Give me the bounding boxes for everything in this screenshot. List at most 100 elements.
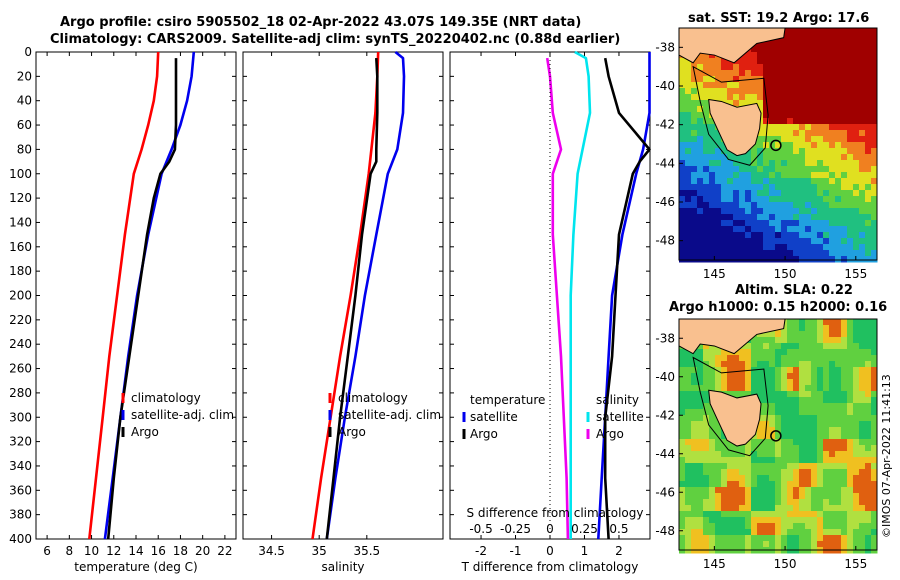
sst-pixel: [793, 232, 800, 239]
sst-pixel: [775, 94, 782, 101]
sla-pixel: [787, 367, 794, 374]
sla-pixel: [685, 409, 692, 416]
sla-pixel: [709, 541, 716, 548]
sla-pixel: [769, 463, 776, 470]
sst-pixel: [835, 106, 842, 113]
sst-pixel: [775, 40, 782, 47]
sla-pixel: [769, 499, 776, 506]
sla-pixel: [721, 529, 728, 536]
sst-pixel: [865, 148, 872, 155]
sla-pixel: [871, 361, 878, 368]
sla-pixel: [793, 325, 800, 332]
sst-pixel: [805, 178, 812, 185]
sla-pixel: [865, 487, 872, 494]
sst-pixel: [769, 82, 776, 89]
sst-pixel: [799, 118, 806, 125]
sst-pixel: [799, 202, 806, 209]
sla-pixel: [703, 493, 710, 500]
sst-pixel: [817, 220, 824, 227]
sst-pixel: [835, 118, 842, 125]
sla-pixel: [739, 355, 746, 362]
sla-pixel: [871, 451, 878, 458]
sst-pixel: [691, 220, 698, 227]
sst-pixel: [841, 148, 848, 155]
sla-pixel: [817, 403, 824, 410]
sst-pixel: [709, 202, 716, 209]
sst-pixel: [841, 154, 848, 161]
sst-pixel: [757, 178, 764, 185]
sla-pixel: [781, 361, 788, 368]
sst-pixel: [871, 208, 878, 215]
sst-pixel: [685, 82, 692, 89]
sst-pixel: [697, 142, 704, 149]
sla-pixel: [691, 415, 698, 422]
sst-pixel: [745, 232, 752, 239]
sla-pixel: [781, 493, 788, 500]
sla-pixel: [763, 535, 770, 542]
sla-pixel: [679, 355, 686, 362]
sst-pixel: [829, 118, 836, 125]
sla-pixel: [709, 415, 716, 422]
sst-pixel: [697, 112, 704, 119]
sst-pixel: [703, 196, 710, 203]
sla-pixel: [733, 511, 740, 518]
sla-pixel: [871, 343, 878, 350]
sla-pixel: [799, 499, 806, 506]
sla-map-frame: [678, 318, 878, 551]
sst-pixel: [817, 106, 824, 113]
sla-pixel: [715, 355, 722, 362]
sst-pixel: [715, 154, 722, 161]
sla-map-title: Altim. SLA: 0.22: [735, 283, 853, 298]
sla-pixel: [823, 391, 830, 398]
sla-pixel: [811, 409, 818, 416]
sla-pixel: [691, 469, 698, 476]
sst-pixel: [859, 250, 866, 257]
sst-pixel: [787, 232, 794, 239]
map-y-tick-label: -40: [655, 79, 675, 93]
sst-pixel: [703, 178, 710, 185]
sst-pixel: [817, 184, 824, 191]
sla-pixel: [709, 439, 716, 446]
sst-pixel: [727, 250, 734, 257]
sla-pixel: [769, 361, 776, 368]
sla-pixel: [787, 343, 794, 350]
x-tick-label: 0: [546, 544, 554, 558]
sst-pixel: [697, 124, 704, 131]
sla-pixel: [853, 379, 860, 386]
sst-pixel: [715, 172, 722, 179]
sla-pixel: [775, 379, 782, 386]
sst-pixel: [835, 142, 842, 149]
sla-pixel: [871, 421, 878, 428]
sst-pixel: [841, 88, 848, 95]
sst-pixel: [853, 172, 860, 179]
sst-pixel: [679, 184, 686, 191]
sla-pixel: [871, 487, 878, 494]
sst-pixel: [691, 148, 698, 155]
sla-pixel: [775, 505, 782, 512]
sst-pixel: [811, 28, 818, 35]
sla-pixel: [817, 439, 824, 446]
sst-pixel: [817, 166, 824, 173]
sla-pixel: [697, 499, 704, 506]
sst-pixel: [793, 34, 800, 41]
sst-pixel: [871, 130, 878, 137]
sla-pixel: [817, 373, 824, 380]
sla-pixel: [751, 385, 758, 392]
sla-pixel: [859, 541, 866, 548]
sla-pixel: [853, 319, 860, 326]
sla-pixel: [757, 475, 764, 482]
sst-pixel: [805, 172, 812, 179]
sst-pixel: [787, 58, 794, 65]
sst-pixel: [865, 214, 872, 221]
sst-pixel: [763, 256, 770, 263]
sst-pixel: [871, 76, 878, 83]
map-x-tick-label: 145: [703, 557, 726, 571]
sla-pixel: [781, 499, 788, 506]
sst-pixel: [685, 208, 692, 215]
sla-pixel: [859, 475, 866, 482]
sla-pixel: [865, 427, 872, 434]
sst-pixel: [823, 214, 830, 221]
sla-pixel: [799, 445, 806, 452]
sla-pixel: [787, 469, 794, 476]
sst-pixel: [841, 136, 848, 143]
